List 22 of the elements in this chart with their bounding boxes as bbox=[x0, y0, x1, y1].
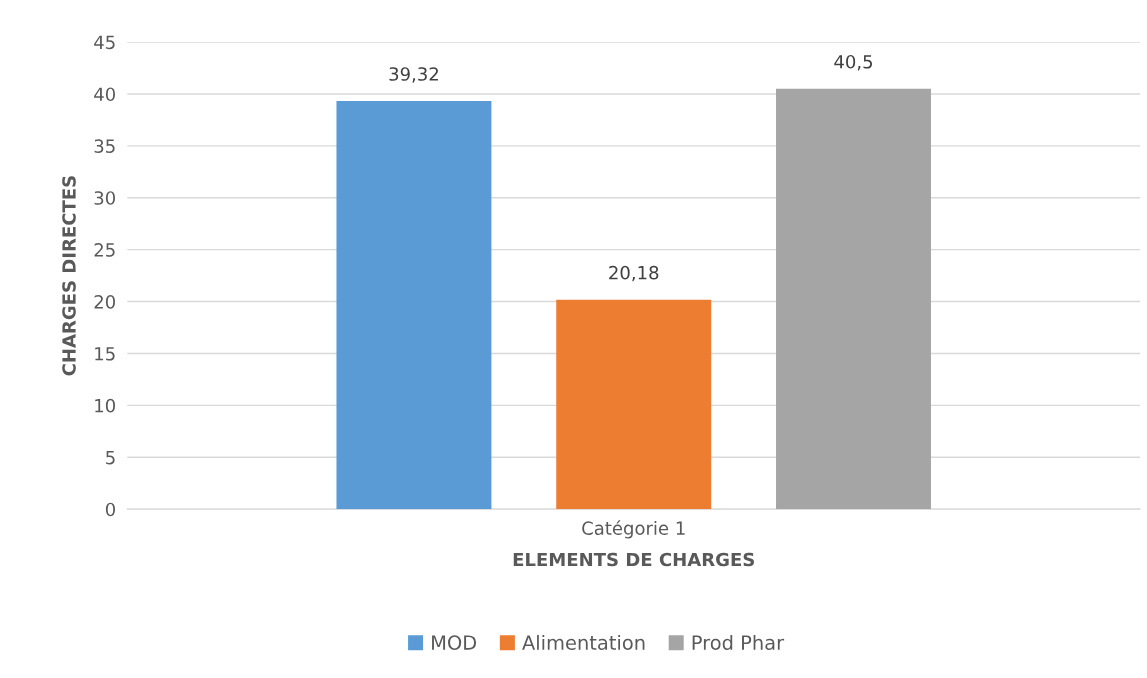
legend-label: MOD bbox=[432, 635, 477, 650]
y-tick-label: 10 bbox=[95, 398, 116, 413]
data-label: 20,18 bbox=[609, 265, 659, 282]
x-tick-label: Catégorie 1 bbox=[582, 520, 685, 539]
data-label: 40,5 bbox=[834, 54, 873, 71]
y-axis-title: CHARGES DIRECTES bbox=[62, 176, 76, 376]
legend-label: Alimentation bbox=[522, 634, 645, 650]
data-label: 39,32 bbox=[389, 67, 438, 83]
y-tick-label: 5 bbox=[106, 450, 115, 465]
bar bbox=[336, 101, 492, 510]
y-tick-label: 15 bbox=[95, 347, 115, 361]
y-tick-label: 40 bbox=[94, 87, 116, 102]
legend-label: Prod Phar bbox=[692, 634, 785, 650]
bar bbox=[556, 299, 712, 510]
bar bbox=[776, 88, 931, 510]
y-tick-label: 20 bbox=[94, 295, 116, 309]
y-tick-label: 35 bbox=[94, 139, 115, 153]
y-tick-label: 25 bbox=[94, 243, 115, 257]
y-tick-label: 30 bbox=[94, 191, 116, 205]
x-axis-title: ELEMENTS DE CHARGES bbox=[513, 552, 754, 567]
y-tick-label: 0 bbox=[105, 502, 116, 517]
y-tick-label: 45 bbox=[94, 35, 115, 50]
